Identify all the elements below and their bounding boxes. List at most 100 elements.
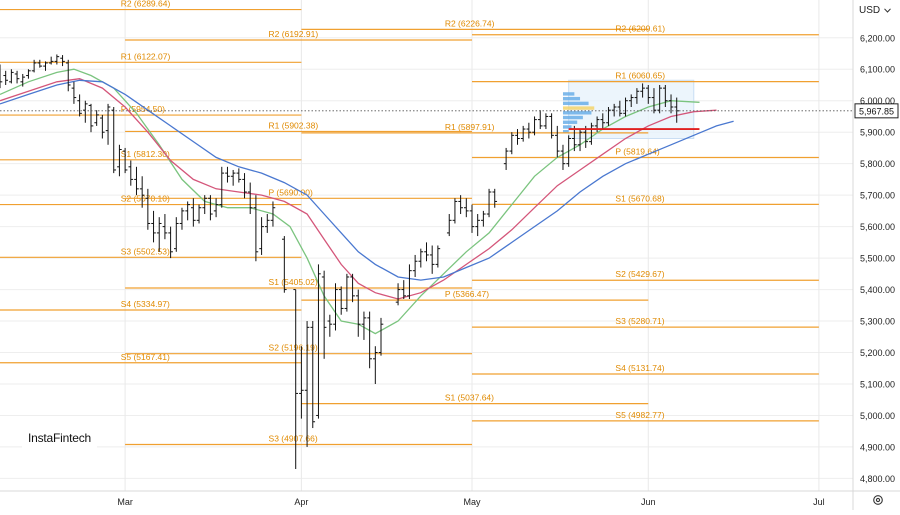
ma-line-green xyxy=(0,68,700,335)
ohlc-bar xyxy=(270,201,276,227)
y-tick-label: 6,000.00 xyxy=(860,96,895,106)
pivot-label-s5: S5 (4982.77) xyxy=(615,410,664,420)
ohlc-bar xyxy=(537,110,543,130)
ohlc-bar xyxy=(236,168,242,183)
ohlc-bar xyxy=(122,147,128,174)
ohlc-bar xyxy=(464,198,469,218)
ohlc-bar xyxy=(225,166,230,183)
ohlc-bar xyxy=(162,214,168,240)
pivot-label-s2: S2 (5196.19) xyxy=(269,343,318,353)
volume-profile-bin xyxy=(562,120,578,124)
ma-line-blue xyxy=(0,79,734,281)
y-tick-label: 4,800.00 xyxy=(860,474,895,484)
gear-icon xyxy=(873,495,883,505)
ohlc-bar xyxy=(299,346,304,419)
ohlc-bar xyxy=(83,100,88,123)
volume-profile-bin xyxy=(562,115,583,120)
ohlc-bar xyxy=(560,144,566,170)
ohlc-bar xyxy=(486,188,492,218)
ohlc-bar xyxy=(196,204,202,224)
ohlc-bar xyxy=(424,242,429,262)
volume-profile-bin xyxy=(562,96,581,101)
pivot-label-s1: S1 (5405.02) xyxy=(269,277,318,287)
ohlc-bar xyxy=(54,54,60,65)
ohlc-bar xyxy=(0,64,3,89)
ohlc-bar xyxy=(503,147,509,170)
pivot-label-s5: S5 (5167.41) xyxy=(121,352,170,362)
ohlc-bar xyxy=(526,122,532,139)
volume-profile-bin xyxy=(562,106,595,110)
y-tick-label: 5,700.00 xyxy=(860,191,895,201)
ohlc-bar xyxy=(469,204,475,233)
pivot-label-r2: R2 (6289.64) xyxy=(121,0,171,9)
ohlc-bar xyxy=(333,283,338,331)
x-tick-label: May xyxy=(463,497,481,507)
ohlc-bar xyxy=(509,132,515,155)
pivot-levels: R2 (6289.64) R1 (6122.07) P (5954.50) S1 (5… xyxy=(0,0,819,446)
ohlc-bar xyxy=(213,198,219,218)
y-tick-label: 5,000.00 xyxy=(860,411,895,421)
ohlc-bar xyxy=(219,166,225,208)
ohlc-bar xyxy=(668,94,674,114)
ohlc-bar xyxy=(554,125,560,158)
ohlc-bar xyxy=(566,135,571,167)
pivot-label-s3: S3 (4907.66) xyxy=(269,434,318,444)
ohlc-bar xyxy=(88,103,94,133)
volume-profile-bin xyxy=(562,111,592,115)
ohlc-bar xyxy=(663,84,668,108)
pivot-label-s4: S4 (5131.74) xyxy=(615,363,664,373)
pivot-label-s2: S2 (5429.67) xyxy=(615,269,664,279)
ohlc-bar xyxy=(293,289,299,469)
currency-selector[interactable]: USD xyxy=(853,0,900,20)
ohlc-bar xyxy=(71,81,77,104)
y-tick-label: 5,800.00 xyxy=(860,159,895,169)
y-tick-label: 4,900.00 xyxy=(860,442,895,452)
pivot-label-s3: S3 (5502.53) xyxy=(121,246,170,256)
x-tick-label: Mar xyxy=(117,497,133,507)
ohlc-bar xyxy=(367,311,372,369)
ohlc-bar xyxy=(543,113,549,130)
ohlc-bar xyxy=(520,125,526,142)
ohlc-bar xyxy=(111,107,117,174)
brand-watermark: InstaFintech xyxy=(22,418,97,458)
y-tick-label: 5,400.00 xyxy=(860,285,895,295)
ohlc-bar xyxy=(481,210,486,227)
ohlc-bar xyxy=(435,245,441,268)
moving-averages xyxy=(0,68,734,335)
last-price-tag xyxy=(854,103,899,119)
ohlc-bar xyxy=(202,195,208,215)
pivot-label-r1: R1 (6122.07) xyxy=(121,51,171,61)
ohlc-bar xyxy=(355,289,361,337)
ohlc-bar xyxy=(65,59,71,92)
ohlc-bar xyxy=(168,226,173,259)
overlays xyxy=(0,110,853,130)
ohlc-bar xyxy=(452,198,458,224)
ohlc-bar xyxy=(43,61,48,71)
pivot-label-s4: S4 (5334.97) xyxy=(121,299,170,309)
ohlc-bar xyxy=(230,169,236,186)
ma-line-red xyxy=(0,78,717,300)
ohlc-bar xyxy=(145,188,151,230)
ohlc-bar xyxy=(458,195,463,215)
ohlc-bar xyxy=(185,201,190,221)
ohlc-bar xyxy=(253,195,259,262)
ohlc-bar xyxy=(412,254,418,277)
y-tick-label: 5,600.00 xyxy=(860,222,895,232)
x-tick-label: Jun xyxy=(641,497,656,507)
currency-label: USD xyxy=(859,4,881,16)
ohlc-bar xyxy=(338,286,344,315)
ohlc-bar xyxy=(549,113,554,139)
ohlc-bar xyxy=(446,214,452,237)
ohlc-bar xyxy=(100,114,105,139)
ohlc-bar xyxy=(37,59,43,68)
settings-button[interactable] xyxy=(868,491,888,509)
last-price-label: 5,967.85 xyxy=(859,106,894,116)
brand-text: InstaFintech xyxy=(28,431,91,445)
ohlc-bar xyxy=(26,69,31,79)
ohlc-bar xyxy=(418,248,424,268)
ohlc-bar xyxy=(304,321,310,447)
pivot-label-r1: R1 (5897.91) xyxy=(445,122,495,132)
ohlc-bar xyxy=(60,55,65,67)
